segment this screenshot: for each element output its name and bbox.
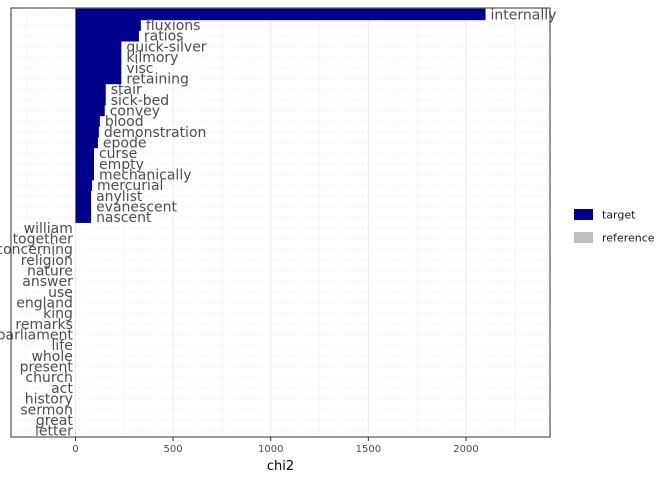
bar-label-william: william <box>24 221 73 237</box>
bar-label-mechanically: mechanically <box>99 167 192 183</box>
x-tick-label: 2000 <box>453 444 478 455</box>
bar-label-internally: internally <box>491 7 557 23</box>
bar-label-anylist: anylist <box>96 189 143 205</box>
plot-area: internally fluxionsratiosquick-silverkilm… <box>0 7 556 455</box>
bar-label-ratios: ratios <box>144 29 184 45</box>
bar-convey <box>75 104 105 117</box>
bar-label-nascent: nascent <box>96 210 152 226</box>
legend-key-reference <box>574 232 593 243</box>
bar-internally <box>75 8 486 21</box>
bar-curse <box>75 147 94 159</box>
bar-label-religion: religion <box>21 253 73 269</box>
bar-label-demonstration: demonstration <box>104 125 207 141</box>
bar-label-curse: curse <box>99 146 137 162</box>
bar-label-life: life <box>52 338 73 354</box>
bar-nascent <box>75 211 92 223</box>
bar-anylist <box>75 190 92 202</box>
legend-label-reference: reference <box>602 232 655 245</box>
bar-label-visc: visc <box>126 61 153 77</box>
bar-label-sermon: sermon <box>20 402 73 418</box>
bar-mercurial <box>75 179 93 191</box>
bar-epode <box>75 136 98 149</box>
bar-label-retaining: retaining <box>126 71 189 87</box>
bar-stair <box>75 83 106 95</box>
bar-label-mercurial: mercurial <box>97 178 163 194</box>
bar-label-letter: letter <box>35 424 73 440</box>
bar-label-empty: empty <box>99 157 144 173</box>
bar-label-use: use <box>48 285 73 301</box>
x-tick-label: 1500 <box>356 444 381 455</box>
bar-label-convey: convey <box>110 103 160 119</box>
bar-blood <box>75 115 100 127</box>
bar-sick-bed <box>75 94 106 106</box>
x-tick-label: 500 <box>164 444 183 455</box>
x-tick-label: 1000 <box>258 444 283 455</box>
bar-label-stair: stair <box>111 82 142 98</box>
bar-label-evanescent: evanescent <box>96 199 177 215</box>
bar-label-present: present <box>20 360 74 376</box>
bar-mechanically <box>75 168 94 181</box>
bar-demonstration <box>75 126 99 138</box>
bar-retaining <box>75 72 122 85</box>
bar-label-fluxions: fluxions <box>146 18 201 34</box>
bar-label-answer: answer <box>22 274 73 290</box>
bar-label-remarks: remarks <box>15 317 72 333</box>
bar-label-nature: nature <box>27 264 73 280</box>
bar-kilmory <box>75 51 122 63</box>
legend-label-target: target <box>602 209 636 222</box>
bar-empty <box>75 158 94 170</box>
bar-evanescent <box>75 200 92 213</box>
bar-visc <box>75 61 122 74</box>
bar-label-epode: epode <box>103 135 147 151</box>
bar-fluxions <box>75 19 141 31</box>
bar-label-concerning: concerning <box>0 242 73 258</box>
bar-label-together: together <box>13 232 74 248</box>
x-tick-label: 0 <box>72 444 78 455</box>
bar-label-great: great <box>36 413 74 429</box>
x-axis-title: chi2 <box>267 459 294 474</box>
bar-label-england: england <box>16 296 73 312</box>
bar-label-king: king <box>43 306 73 322</box>
bar-label-kilmory: kilmory <box>126 50 178 66</box>
panel-border <box>10 7 551 438</box>
bar-label-blood: blood <box>105 114 144 130</box>
bar-ratios <box>75 29 139 42</box>
bar-quick-silver <box>75 40 122 53</box>
bar-label-history: history <box>25 392 73 408</box>
bar-label-act: act <box>51 381 73 397</box>
bar-label-quick-silver: quick-silver <box>126 39 206 55</box>
bar-label-church: church <box>25 370 72 386</box>
bar-label-sick-bed: sick-bed <box>111 93 169 109</box>
legend: target reference <box>574 209 655 245</box>
bar-label-parliament: parliament <box>0 328 73 344</box>
legend-key-target <box>574 209 593 220</box>
bar-label-whole: whole <box>31 349 72 365</box>
